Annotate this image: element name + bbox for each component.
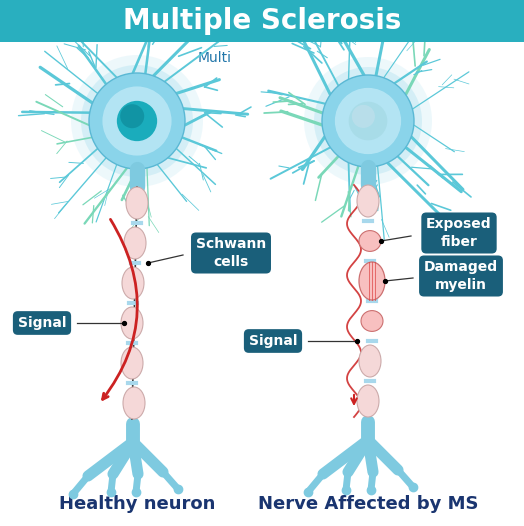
Text: Damaged
myelin: Damaged myelin — [424, 260, 498, 291]
Text: Multiple Sclerosis: Multiple Sclerosis — [123, 7, 401, 35]
Ellipse shape — [122, 267, 144, 299]
Ellipse shape — [121, 307, 143, 339]
Ellipse shape — [121, 347, 143, 379]
Ellipse shape — [123, 387, 145, 419]
Text: Signal: Signal — [18, 316, 66, 330]
Circle shape — [117, 101, 157, 141]
Ellipse shape — [361, 310, 383, 331]
Text: Multi: Multi — [198, 51, 232, 65]
Circle shape — [335, 88, 401, 154]
Text: Nerve Affected by MS: Nerve Affected by MS — [258, 495, 478, 513]
Ellipse shape — [357, 385, 379, 417]
Text: Healthy neuron: Healthy neuron — [59, 495, 215, 513]
Circle shape — [352, 105, 375, 128]
Circle shape — [304, 57, 432, 185]
FancyBboxPatch shape — [0, 0, 524, 42]
Ellipse shape — [124, 227, 146, 259]
Text: Signal: Signal — [249, 334, 297, 348]
Ellipse shape — [126, 187, 148, 219]
Circle shape — [102, 86, 171, 156]
Ellipse shape — [359, 262, 385, 300]
Circle shape — [322, 75, 414, 167]
Circle shape — [89, 73, 185, 169]
Text: Exposed
fiber: Exposed fiber — [426, 217, 492, 249]
Circle shape — [314, 67, 422, 175]
Circle shape — [81, 65, 193, 177]
Ellipse shape — [359, 345, 381, 377]
Circle shape — [71, 55, 203, 187]
Text: Schwann
cells: Schwann cells — [196, 237, 266, 269]
Ellipse shape — [357, 185, 379, 217]
Circle shape — [348, 102, 387, 140]
Ellipse shape — [359, 230, 381, 251]
Circle shape — [120, 104, 144, 128]
